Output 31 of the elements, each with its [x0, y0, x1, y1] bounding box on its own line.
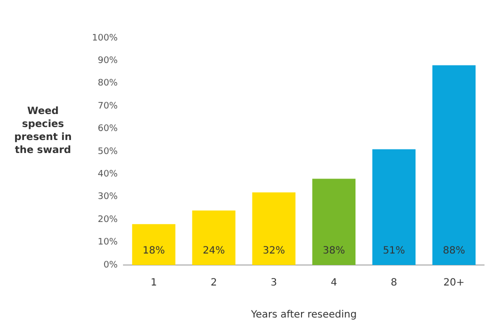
y-tick-label: 100%: [92, 33, 118, 44]
bar: [132, 224, 176, 265]
y-tick-label: 60%: [98, 124, 118, 134]
y-tick-label: 20%: [98, 214, 118, 225]
y-tick-label: 10%: [98, 238, 118, 248]
x-axis-title: Years after reseeding: [250, 310, 357, 321]
x-tick-label: 3: [270, 278, 278, 289]
x-tick-label: 4: [330, 278, 338, 289]
y-tick-label: 90%: [98, 56, 118, 66]
x-tick-label: 2: [210, 278, 217, 289]
y-tick-label: 70%: [98, 101, 118, 112]
bar: [252, 192, 296, 265]
x-tick-label: 1: [150, 278, 157, 289]
data-label: 51%: [382, 246, 406, 257]
bar: [192, 210, 236, 265]
bar: [372, 149, 416, 265]
x-tick-label: 20+: [443, 278, 465, 289]
y-tick-label: 30%: [98, 192, 118, 202]
data-label: 32%: [262, 246, 285, 257]
bar: [432, 65, 476, 265]
data-label: 18%: [142, 246, 165, 257]
data-label: 24%: [202, 246, 225, 257]
y-tick-label: 0%: [103, 260, 118, 270]
data-label: 88%: [442, 246, 466, 257]
y-axis-title: Weed species present in the sward: [13, 105, 73, 157]
y-tick-label: 50%: [98, 146, 118, 157]
data-label: 38%: [322, 246, 346, 257]
x-tick-label: 8: [390, 278, 398, 289]
y-tick-label: 80%: [98, 78, 118, 89]
y-tick-label: 40%: [98, 170, 118, 180]
bar: [312, 178, 356, 265]
